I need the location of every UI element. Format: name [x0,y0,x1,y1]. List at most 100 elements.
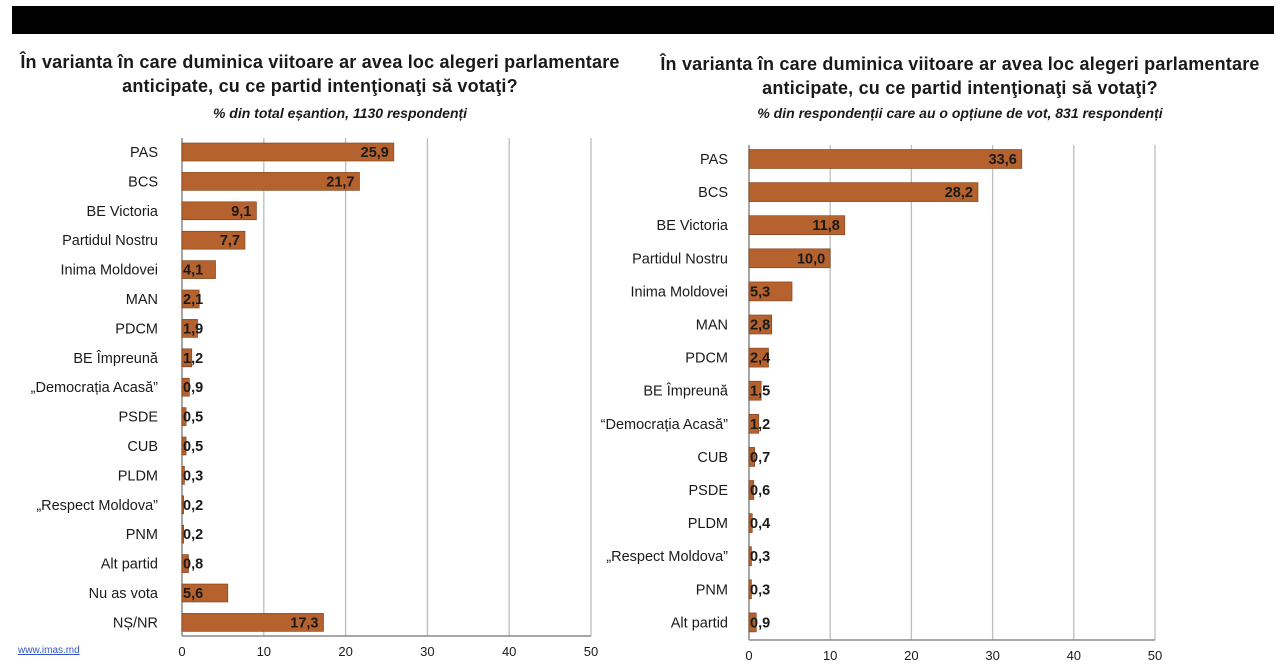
bar-right [748,149,1023,169]
category-label-left: MAN [126,292,158,308]
data-label-left: 21,7 [326,174,354,190]
chart-title-left: În varianta în care duminica viitoare ar… [20,52,620,96]
x-tick-label-right: 40 [1067,648,1081,663]
x-tick-label-left: 10 [257,644,271,659]
category-label-right: MAN [696,318,728,334]
x-tick-label-right: 10 [823,648,837,663]
data-label-left: 9,1 [231,204,251,220]
data-label-right: 0,7 [750,450,770,466]
category-label-right: PAS [700,152,728,168]
data-label-right: 1,5 [750,384,770,400]
category-label-left: PLDM [118,468,158,484]
category-label-left: BE Împreună [73,350,159,367]
data-label-right: 2,8 [750,318,770,334]
bar-right [748,513,753,533]
bar-left [181,524,184,544]
category-label-right: BCS [698,185,728,201]
category-label-right: Inima Moldovei [630,284,728,300]
category-label-left: „Democrația Acasă” [31,380,158,396]
bar-left [181,289,200,309]
data-label-left: 25,9 [361,145,389,161]
bar-right [748,447,755,467]
category-label-left: BCS [128,174,158,190]
category-label-left: Nu as vota [89,586,159,602]
category-label-right: CUB [697,450,728,466]
data-label-left: 0,2 [183,498,203,514]
bar-left [181,407,187,426]
category-label-right: “Democrația Acasă” [601,417,728,433]
data-label-right: 11,8 [812,218,839,234]
data-label-left: 0,8 [183,557,203,573]
category-label-right: Alt partid [671,615,728,631]
bar-left [181,466,185,485]
bar-right [748,612,757,633]
data-label-left: 2,1 [183,292,203,308]
data-label-right: 0,6 [750,483,770,499]
category-label-left: PDCM [115,321,158,337]
data-label-left: 0,5 [183,439,203,455]
data-label-left: 17,3 [290,615,318,631]
data-label-left: 7,7 [220,233,240,249]
data-label-right: 28,2 [945,185,973,201]
category-label-left: PAS [130,145,158,161]
category-label-left: PSDE [119,410,159,426]
bar-right [748,380,762,401]
bar-left [181,495,184,515]
category-label-left: BE Victoria [87,204,159,220]
chart-subtitle-left: % din total eșantion, 1130 respondenți [212,105,468,121]
data-label-right: 33,6 [989,152,1017,168]
data-label-left: 1,9 [183,321,203,337]
bar-left [181,260,216,279]
x-tick-label-left: 50 [584,644,598,659]
data-label-left: 4,1 [183,263,203,279]
data-label-left: 0,2 [183,527,203,543]
bar-left [181,142,395,162]
chart-title-right: În varianta în care duminica viitoare ar… [660,54,1260,98]
bar-right [748,215,846,235]
data-label-right: 2,4 [750,351,770,367]
bar-right [748,314,773,335]
chart-subtitle-right: % din respondenții care au o opțiune de … [757,105,1163,121]
bar-right [748,182,979,202]
category-label-left: Partidul Nostru [62,233,158,249]
category-label-right: BE Victoria [657,218,729,234]
data-label-left: 0,9 [183,380,203,396]
category-label-right: PLDM [688,516,728,532]
category-label-right: Partidul Nostru [632,251,728,267]
bar-right [748,480,755,500]
bar-right [748,347,769,368]
x-tick-label-right: 50 [1148,648,1162,663]
bar-chart-left: 0 10 20 30 40 50 PAS 25,9 BCS 21,7 BE Victoria 9,1 P… [31,138,598,659]
data-label-left: 5,6 [183,586,203,602]
category-label-right: PDCM [685,351,728,367]
bar-right [748,281,793,302]
source-link[interactable]: www.imas.md [18,645,80,656]
category-label-left: CUB [127,439,158,455]
bar-left [181,554,189,573]
category-label-left: Alt partid [101,557,158,573]
category-label-right: PSDE [689,483,729,499]
data-label-right: 5,3 [750,284,770,300]
bar-left [181,583,229,603]
category-label-left: „Respect Moldova” [36,498,158,514]
bar-chart-right: 0 10 20 30 40 50 PAS 33,6 BCS 28,2 BE Victoria 11,8… [601,145,1162,663]
data-label-right: 1,2 [750,417,770,433]
bar-left [181,172,360,191]
bar-right [748,546,752,567]
bar-left [181,436,187,456]
data-label-right: 0,3 [750,549,770,565]
data-label-left: 0,5 [183,410,203,426]
category-label-left: PNM [126,527,158,543]
x-tick-label-left: 40 [502,644,516,659]
chart-panel-right: În varianta în care duminica viitoare ar… [601,0,1280,665]
category-label-right: „Respect Moldova” [606,549,728,565]
bar-right [748,248,831,269]
x-tick-label-left: 20 [338,644,352,659]
category-label-left: Inima Moldovei [60,263,158,279]
bar-left [181,348,193,368]
bar-left [181,319,198,338]
data-label-left: 0,3 [183,468,203,484]
category-label-right: BE Împreună [643,383,729,400]
bar-right [748,413,760,434]
chart-panel-left: În varianta în care duminica viitoare ar… [20,52,620,659]
